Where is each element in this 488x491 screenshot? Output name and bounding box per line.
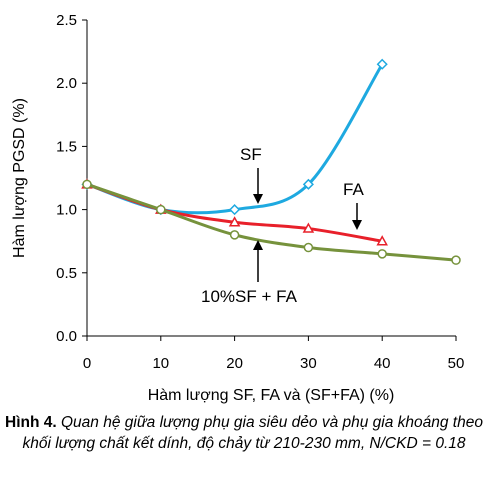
data-point-10-sf-fa (451, 255, 461, 265)
x-tick-label: 50 (448, 355, 465, 372)
x-tick-label: 40 (374, 355, 391, 372)
data-point-10-sf-fa (229, 230, 240, 240)
series-layer (81, 58, 461, 265)
data-point-sf (302, 178, 314, 190)
y-tick-label: 0.5 (56, 265, 77, 282)
series-label-sf: SF (240, 145, 262, 164)
x-axis-ticks: 0 10 20 30 40 50 (83, 336, 465, 372)
x-axis-title: Hàm lượng SF, FA và (SF+FA) (%) (148, 387, 395, 404)
caption-text: Quan hệ giữa lượng phụ gia siêu dẻo và p… (22, 414, 483, 452)
fa-pointer-arrowhead (352, 220, 362, 230)
y-tick-label: 2.5 (56, 12, 77, 29)
caption-lead: Hình 4. (5, 414, 57, 431)
series-line-10-sf-fa (86, 182, 457, 262)
data-point-fa (376, 235, 388, 246)
data-point-fa (228, 216, 241, 227)
data-point-10-sf-fa (377, 249, 387, 259)
sf-fa-pointer-arrowhead (253, 240, 263, 250)
data-point-fa (302, 222, 315, 233)
x-tick-label: 30 (300, 355, 317, 372)
y-axis-title: Hàm lượng PGSD (%) (11, 98, 28, 258)
data-point-sf (229, 204, 241, 216)
x-tick-label: 0 (83, 355, 91, 372)
y-tick-label: 0.0 (56, 328, 77, 345)
data-point-sf (376, 58, 388, 70)
series-label-sf-fa: 10%SF + FA (201, 287, 298, 306)
data-point-10-sf-fa (82, 179, 92, 190)
series-label-fa: FA (343, 180, 364, 199)
y-tick-label: 2.0 (56, 75, 77, 92)
x-tick-label: 10 (152, 355, 169, 372)
chart: 0.0 0.5 1.0 1.5 2.0 2.5 0 10 20 30 40 50 Hàm lượng… (11, 12, 465, 404)
y-tick-label: 1.5 (56, 138, 77, 155)
x-tick-label: 20 (226, 355, 243, 372)
y-axis-ticks: 0.0 0.5 1.0 1.5 2.0 2.5 (56, 12, 87, 345)
data-point-10-sf-fa (156, 204, 166, 215)
figure-caption: Hình 4. Quan hệ giữa lượng phụ gia siêu … (0, 412, 488, 454)
y-tick-label: 1.0 (56, 202, 77, 219)
data-point-10-sf-fa (303, 242, 314, 253)
sf-pointer-arrowhead (253, 194, 263, 204)
series-line-sf (86, 63, 384, 215)
